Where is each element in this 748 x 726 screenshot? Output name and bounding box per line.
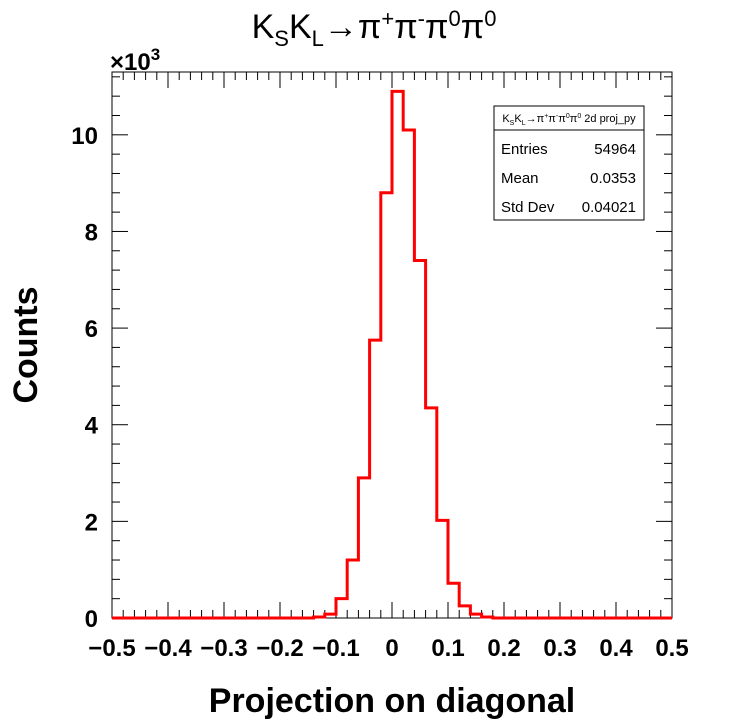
stats-title-sub-s: S bbox=[510, 120, 515, 127]
histogram-bin bbox=[381, 193, 392, 618]
stats-title-tail: 2d proj_py bbox=[581, 113, 636, 125]
y-tick-label: 6 bbox=[85, 316, 98, 343]
y-tick-label: 0 bbox=[85, 606, 98, 633]
y-tick-label: 4 bbox=[85, 413, 99, 440]
histogram-bins bbox=[314, 91, 493, 618]
histogram-bin bbox=[392, 91, 403, 618]
title-sup-zero1: 0 bbox=[448, 6, 460, 31]
y-tick-labels: 0 2 4 6 8 10 bbox=[71, 123, 98, 633]
title-sup-zero2: 0 bbox=[484, 6, 496, 31]
histogram-bin bbox=[403, 130, 414, 618]
stats-title-arrow-pi: →π bbox=[526, 113, 545, 125]
histogram-bin bbox=[370, 340, 381, 618]
x-tick-label: 0.5 bbox=[655, 635, 688, 662]
y-multiplier-exp: 3 bbox=[151, 45, 160, 64]
x-tick-label: 0.3 bbox=[543, 635, 576, 662]
y-tick-label: 10 bbox=[71, 123, 98, 150]
histogram-bin bbox=[414, 260, 425, 618]
histogram-bin bbox=[459, 606, 470, 618]
stats-label-mean: Mean bbox=[501, 170, 539, 187]
stats-label-std-dev: Std Dev bbox=[501, 199, 555, 216]
histogram-bin bbox=[426, 408, 437, 618]
stats-title-k1: K bbox=[502, 113, 510, 125]
stats-title-sup-zero1: 0 bbox=[566, 113, 570, 120]
stats-value-std-dev: 0.04021 bbox=[582, 199, 636, 216]
stats-title-k2: K bbox=[514, 113, 522, 125]
x-tick-label: −0.3 bbox=[200, 635, 247, 662]
histogram-bin bbox=[437, 520, 448, 618]
title-sup-minus: - bbox=[418, 6, 425, 31]
y-multiplier: ×103 bbox=[110, 45, 160, 76]
x-axis-label: Projection on diagonal bbox=[209, 682, 575, 720]
stats-value-mean: 0.0353 bbox=[590, 170, 636, 187]
stats-title-sub-l: L bbox=[522, 120, 526, 127]
x-tick-label: 0 bbox=[385, 635, 398, 662]
histogram-bin bbox=[358, 478, 369, 618]
x-tick-labels: −0.5 −0.4 −0.3 −0.2 −0.1 0 0.1 0.2 0.3 0.4 0.5 bbox=[88, 635, 688, 662]
title-sup-plus: + bbox=[381, 6, 394, 31]
histogram-bin bbox=[448, 583, 459, 618]
y-tick-label: 2 bbox=[85, 509, 98, 536]
title-pi2: π bbox=[394, 8, 417, 46]
stats-title-pi2: π bbox=[548, 113, 556, 125]
chart-title: KSKL→π+π-π0π0 bbox=[252, 6, 497, 51]
x-tick-label: −0.4 bbox=[144, 635, 192, 662]
x-tick-label: −0.2 bbox=[256, 635, 303, 662]
stats-title-pi3: π bbox=[558, 113, 566, 125]
stats-box: KSKL→π+π-π0π0 2d proj_py Entries 54964 M… bbox=[493, 105, 645, 221]
histogram-step-line bbox=[112, 89, 672, 620]
stats-label-entries: Entries bbox=[501, 141, 548, 158]
histogram-bin bbox=[347, 560, 358, 618]
title-pi3: π bbox=[425, 8, 448, 46]
y-tick-label: 8 bbox=[85, 219, 98, 246]
y-axis-label: Counts bbox=[7, 286, 45, 403]
stats-title-sup-plus: + bbox=[544, 113, 548, 120]
x-tick-label: 0.4 bbox=[599, 635, 633, 662]
stats-value-entries: 54964 bbox=[594, 141, 636, 158]
title-sub-l: L bbox=[312, 26, 324, 51]
stats-title-pi4: π bbox=[570, 113, 578, 125]
stats-box-frame bbox=[493, 105, 645, 221]
histogram-bin bbox=[336, 599, 347, 618]
title-k2: K bbox=[289, 8, 312, 46]
title-arrow-pi: →π bbox=[324, 8, 381, 46]
title-sub-s: S bbox=[274, 26, 289, 51]
x-tick-label: 0.1 bbox=[431, 635, 464, 662]
stats-box-title: KSKL→π+π-π0π0 2d proj_py bbox=[502, 113, 636, 127]
x-tick-label: −0.5 bbox=[88, 635, 135, 662]
stats-title-sup-minus: - bbox=[556, 113, 559, 120]
x-tick-label: 0.2 bbox=[487, 635, 520, 662]
stats-title-sup-zero2: 0 bbox=[577, 113, 581, 120]
title-k1: K bbox=[252, 8, 275, 46]
title-pi4: π bbox=[461, 8, 484, 46]
x-tick-label: −0.1 bbox=[312, 635, 359, 662]
